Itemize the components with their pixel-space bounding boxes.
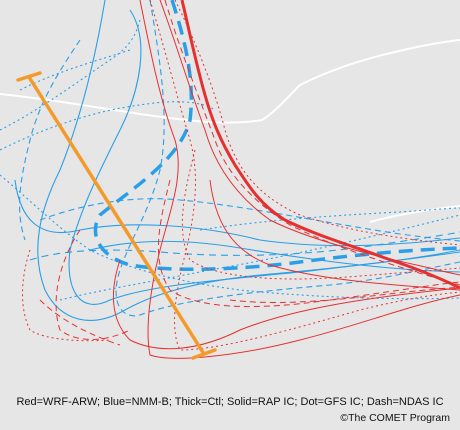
cross-section-line [16,71,217,360]
legend-caption: Red=WRF-ARW; Blue=NMM-B; Thick=Ctl; Soli… [16,396,444,408]
caption-area [0,390,460,430]
blue-control-trajectory [93,0,460,272]
red-trajectories [22,0,460,359]
boundary-lines [0,39,460,223]
credit-label: ©The COMET Program [340,412,450,424]
map-background [0,0,460,390]
red-control-trajectory [180,0,460,290]
